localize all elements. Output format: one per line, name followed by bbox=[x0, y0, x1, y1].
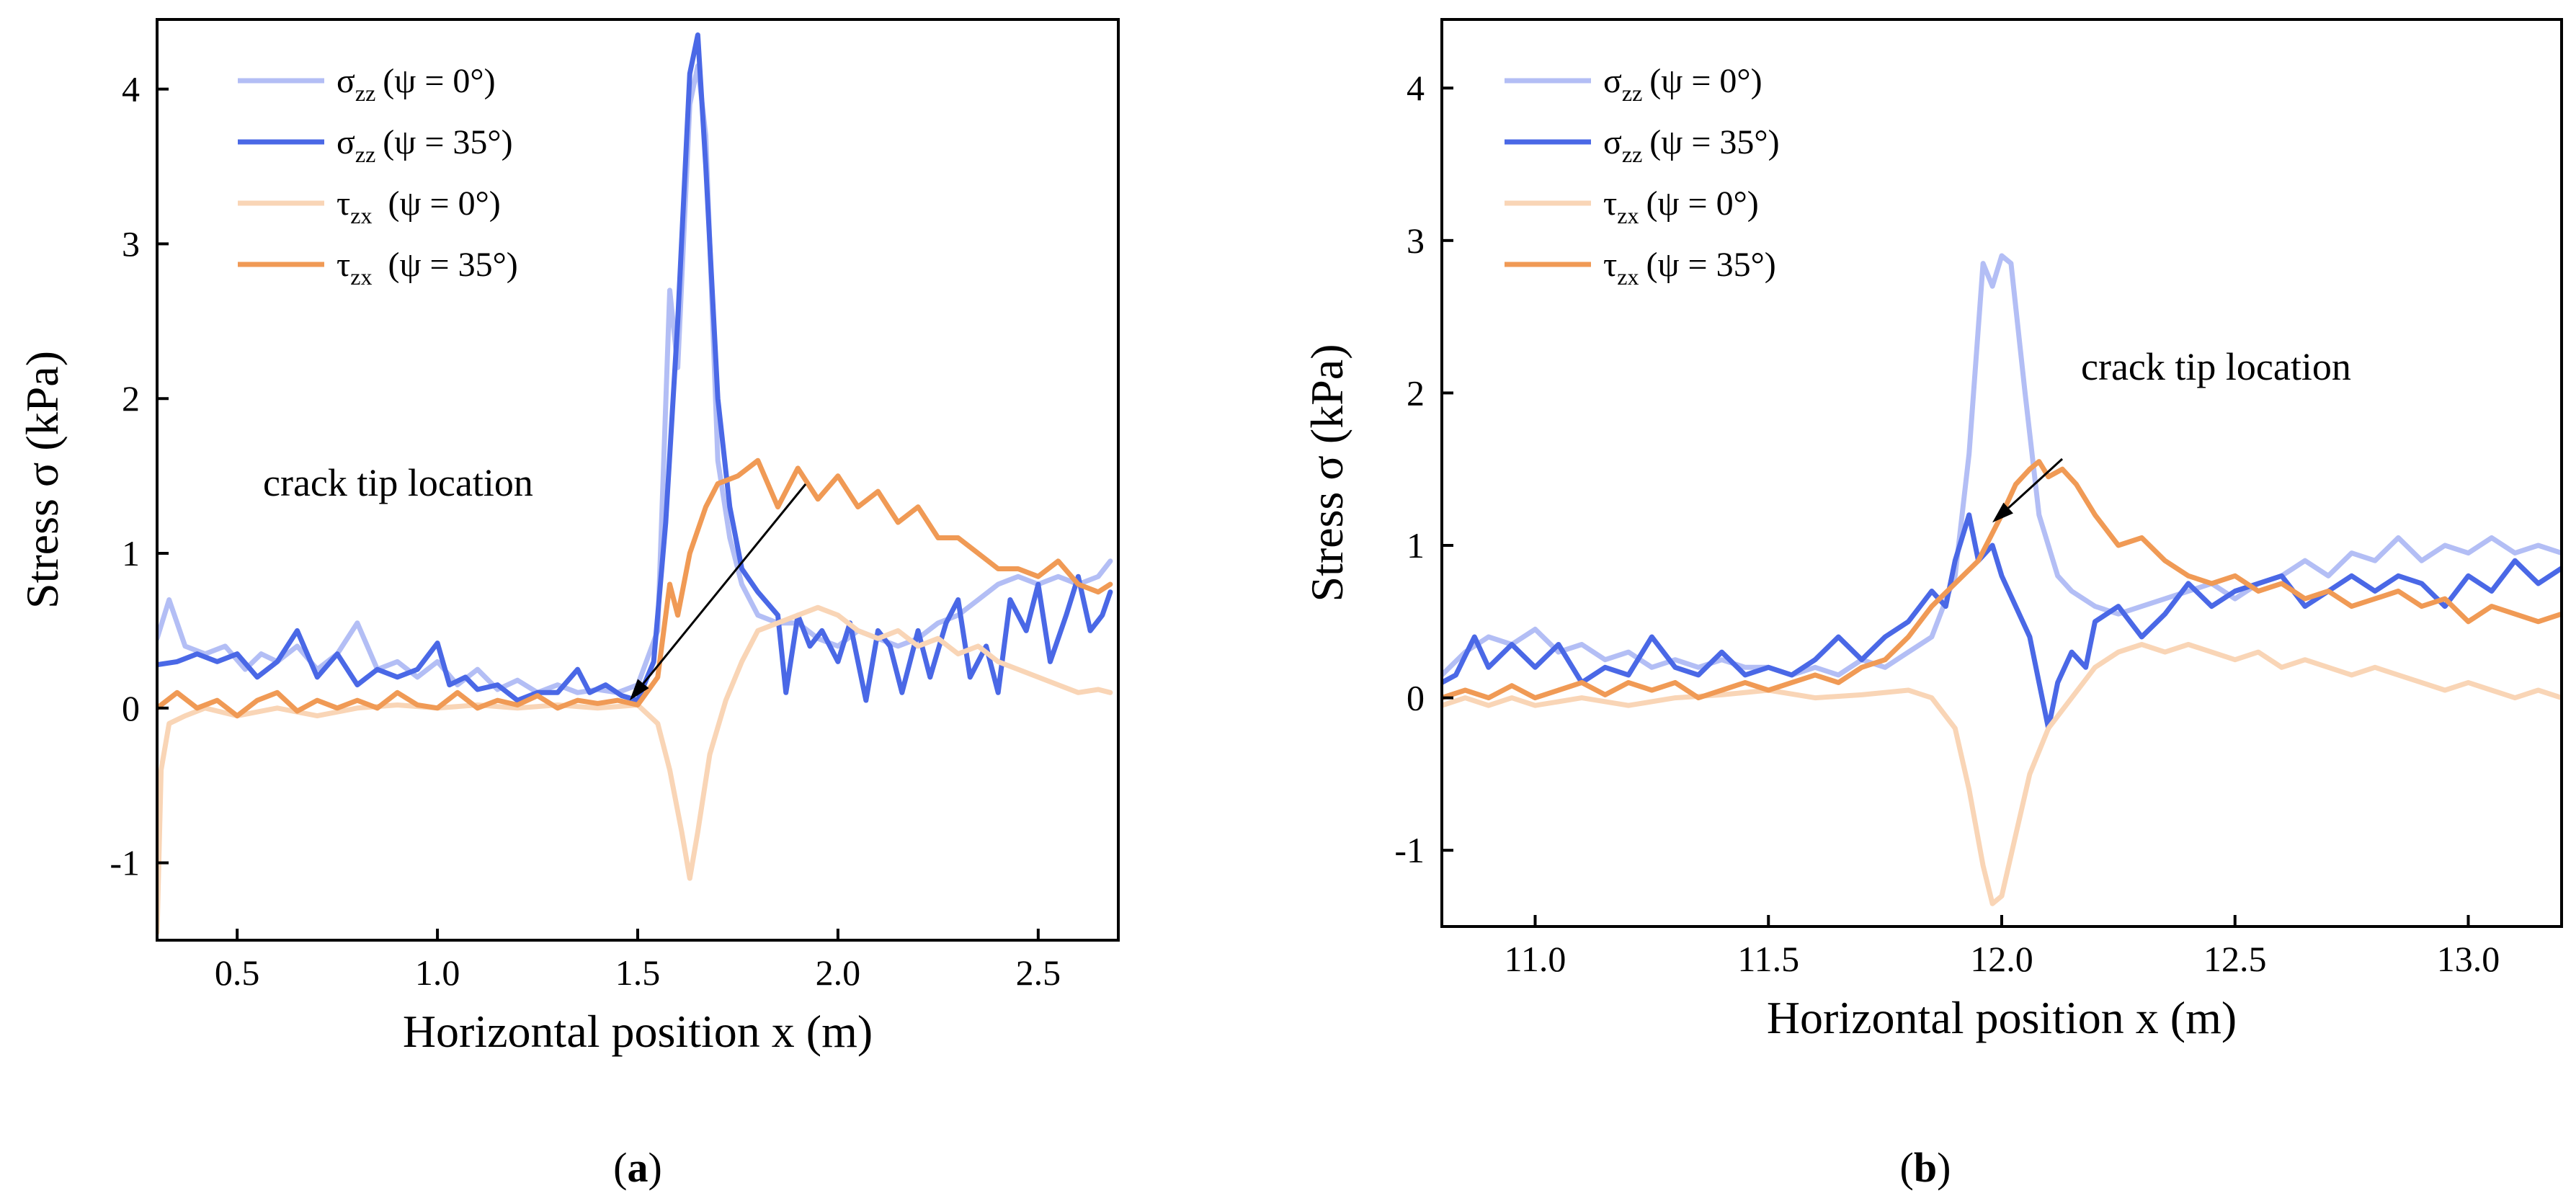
panel-b-legend-params-2: (ψ = 0°) bbox=[1646, 184, 1759, 223]
panel-a-legend-params-0: (ψ = 0°) bbox=[383, 62, 495, 100]
panel-b-x-axis-title: Horizontal position x (m) bbox=[1767, 992, 2237, 1043]
panel-b-caption-label: (b) bbox=[1900, 1144, 1951, 1191]
panel-b-legend-label-0: σzz (ψ = 0°) bbox=[1603, 62, 1762, 106]
panel-b-legend-subscript-0: zz bbox=[1622, 80, 1642, 106]
panel-a-legend-label-0: σzz (ψ = 0°) bbox=[337, 62, 496, 106]
panel-b-y-tick-label-2: 1 bbox=[1407, 525, 1425, 566]
panel-a-legend-params-1: (ψ = 35°) bbox=[383, 123, 512, 161]
panel-b-series-line-3 bbox=[1442, 459, 2562, 701]
panel-a-legend-params-3: (ψ = 35°) bbox=[380, 246, 518, 284]
panel-b-x-tick-label-1: 11.5 bbox=[1737, 939, 1799, 979]
panel-b-y-tick-label-3: 2 bbox=[1407, 372, 1425, 413]
panel-b-legend-subscript-1: zz bbox=[1622, 141, 1642, 167]
panel-a-legend-subscript-3: zx bbox=[350, 264, 372, 290]
panel-b-y-tick-label-1: 0 bbox=[1407, 678, 1425, 718]
panel-b-legend-label-1: σzz (ψ = 35°) bbox=[1603, 123, 1780, 167]
panel-a-legend-symbol-1: σ bbox=[337, 123, 355, 161]
panel-a-legend-label-3: τzx (ψ = 35°) bbox=[337, 246, 518, 290]
panel-b-legend-params-0: (ψ = 0°) bbox=[1649, 62, 1762, 100]
panel-b-caption-letter: b bbox=[1914, 1144, 1937, 1191]
panel-b-y-axis-title: Stress σ (kPa) bbox=[1301, 344, 1352, 602]
panel-b-x-tick-label-0: 11.0 bbox=[1505, 939, 1566, 979]
panel-b-y-tick-label-4: 3 bbox=[1407, 220, 1425, 261]
panel-b-legend-subscript-3: zx bbox=[1617, 264, 1639, 290]
panel-b-y-tick-label-5: 4 bbox=[1407, 68, 1425, 108]
panel-a-x-tick-label-2: 1.5 bbox=[615, 952, 661, 993]
panel-b-legend-label-2: τzx (ψ = 0°) bbox=[1603, 184, 1759, 228]
panel-a-y-tick-label-4: 3 bbox=[122, 223, 140, 264]
panel-a-y-tick-label-1: 0 bbox=[122, 688, 140, 728]
panel-a-legend-subscript-1: zz bbox=[355, 141, 375, 167]
panel-a-annotation-arrow-head bbox=[629, 679, 649, 701]
panel-a-caption-label: (a) bbox=[613, 1144, 662, 1191]
panel-b-annotation-arrow-line bbox=[2007, 457, 2064, 509]
panel-b-x-tick-label-3: 12.5 bbox=[2203, 939, 2267, 979]
panel-a-y-tick-label-5: 4 bbox=[122, 69, 140, 110]
panel-b-legend-symbol-1: σ bbox=[1603, 123, 1622, 161]
panel-a-legend-symbol-0: σ bbox=[337, 62, 355, 100]
panel-a-x-tick-label-0: 0.5 bbox=[215, 952, 260, 993]
panel-a-legend-subscript-0: zz bbox=[355, 80, 375, 106]
panel-a-annotation-label: crack tip location bbox=[263, 461, 533, 504]
panel-a-legend-subscript-2: zx bbox=[350, 202, 372, 228]
panel-a-y-tick-label-3: 2 bbox=[122, 378, 140, 419]
panel-a-legend-label-2: τzx (ψ = 0°) bbox=[337, 184, 501, 228]
panel-a-legend-label-1: σzz (ψ = 35°) bbox=[337, 123, 513, 167]
panel-a-annotation-arrow-line bbox=[642, 483, 807, 684]
panel-a-x-tick-label-1: 1.0 bbox=[415, 952, 460, 993]
panel-a: 0.5 1.0 1.5 2.0 2.5 -1 0 1 2 3 4 Horizontal positio… bbox=[17, 18, 1120, 1191]
panel-b: 11.0 11.5 12.0 12.5 13.0 -1 0 1 2 3 4 Horizontal po… bbox=[1301, 18, 2563, 1191]
panel-a-series-group bbox=[157, 32, 1113, 935]
panel-b-x-tick-label-4: 13.0 bbox=[2437, 939, 2500, 979]
panel-a-caption-letter: a bbox=[628, 1144, 649, 1191]
panel-b-annotation-label: crack tip location bbox=[2081, 345, 2351, 388]
panel-b-series-line-1 bbox=[1442, 512, 2562, 731]
panel-b-legend: σzz (ψ = 0°)σzz (ψ = 35°)τzx (ψ = 0°)τzx (ψ … bbox=[1505, 62, 1780, 290]
panel-a-series-line-1 bbox=[157, 32, 1113, 703]
panel-a-series-line-0 bbox=[157, 63, 1113, 695]
panel-b-series-group bbox=[1442, 253, 2562, 906]
panel-b-legend-symbol-3: τ bbox=[1603, 246, 1617, 284]
panel-b-legend-params-3: (ψ = 35°) bbox=[1646, 246, 1776, 284]
panel-a-y-axis-title: Stress σ (kPa) bbox=[17, 351, 68, 609]
panel-a-legend-symbol-2: τ bbox=[337, 184, 350, 223]
panel-a-legend-symbol-3: τ bbox=[337, 246, 350, 284]
panel-b-legend-subscript-2: zx bbox=[1617, 202, 1639, 228]
panel-a-y-tick-label-0: -1 bbox=[110, 843, 140, 883]
panel-a-series-line-3 bbox=[157, 457, 1113, 719]
panel-b-legend-symbol-0: σ bbox=[1603, 62, 1622, 100]
panel-b-series-line-0 bbox=[1442, 253, 2562, 678]
panel-b-y-tick-label-0: -1 bbox=[1394, 830, 1425, 870]
panel-a-x-tick-label-3: 2.0 bbox=[816, 952, 861, 993]
panel-a-series-line-2 bbox=[157, 604, 1113, 935]
panel-b-legend-symbol-2: τ bbox=[1603, 184, 1617, 223]
panel-b-annotation-arrow-head bbox=[1992, 502, 2013, 523]
panel-a-y-tick-label-2: 1 bbox=[122, 533, 140, 573]
panel-b-series-line-2 bbox=[1442, 642, 2562, 906]
panel-a-legend: σzz (ψ = 0°)σzz (ψ = 35°)τzx (ψ = 0°)τzx (… bbox=[238, 62, 518, 290]
panel-a-x-axis-title: Horizontal position x (m) bbox=[403, 1006, 873, 1057]
panel-b-x-tick-label-2: 12.0 bbox=[1970, 939, 2033, 979]
panel-a-x-tick-label-4: 2.5 bbox=[1016, 952, 1061, 993]
panel-a-legend-params-2: (ψ = 0°) bbox=[380, 184, 501, 223]
panel-b-legend-label-3: τzx (ψ = 35°) bbox=[1603, 246, 1776, 290]
panel-b-legend-params-1: (ψ = 35°) bbox=[1649, 123, 1779, 161]
